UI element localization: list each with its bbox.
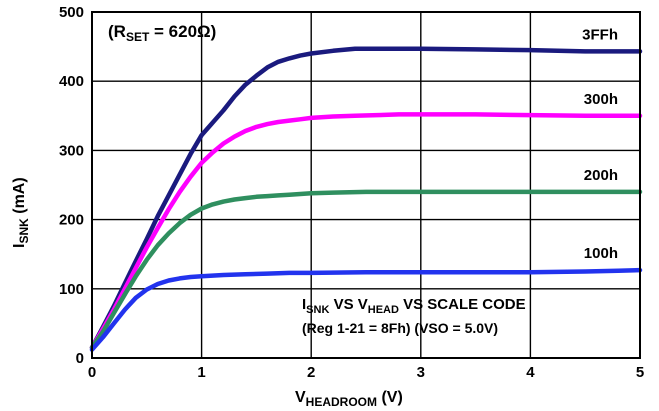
y-axis-label: ISNK (mA) [11,177,31,248]
annotation-i: I [302,296,306,313]
y-tick-label: 200 [59,212,84,229]
y-tick-label: 0 [76,350,84,367]
series-line-3ffh [89,46,643,350]
x-tick-label: 2 [307,364,315,381]
x-tick-label: 5 [636,364,644,381]
x-axis-label-tail: (V) [377,389,403,406]
x-axis-label-main: V [295,389,306,406]
y-tick-label: 500 [59,4,84,21]
series-layer [89,46,643,352]
x-axis-label: VHEADROOM (V) [295,389,403,409]
annotation-isub: SNK [306,304,329,316]
y-tick-label: 100 [59,281,84,298]
x-axis-label-sub: HEADROOM [306,395,377,409]
rset-label-tail: = 620Ω) [149,22,216,41]
series-label-100h: 100h [584,245,618,262]
tick-labels: 0 1 2 3 4 5 0 100 200 300 400 500 [59,4,644,381]
series-label-200h: 200h [584,167,618,184]
series-label-3ffh: 3FFh [582,26,618,43]
y-tick-label: 400 [59,73,84,90]
x-tick-label: 0 [88,364,96,381]
series-line-300h [89,112,643,350]
annotation-rest: VS SCALE CODE [399,296,526,313]
series-labels: 3FFh 300h 200h 100h [582,26,618,262]
y-axis-label-sub: SNK [17,218,31,244]
x-tick-label: 3 [417,364,425,381]
annotation-line1: ISNK VS VHEAD VS SCALE CODE [302,296,526,316]
y-axis-label-tail: (mA) [11,177,28,218]
series-label-300h: 300h [584,91,618,108]
rset-label: (RSET = 620Ω) [108,22,216,44]
y-tick-label: 300 [59,142,84,159]
rset-label-sub: SET [126,30,150,44]
annotation-vs: VS V [329,296,367,313]
series-line-200h [89,189,643,350]
annotation-vsub: HEAD [368,304,399,316]
x-tick-label: 4 [526,364,535,381]
x-tick-label: 1 [197,364,205,381]
rset-label-open: (R [108,22,126,41]
y-axis-label-main: I [11,244,28,248]
plot-frame [91,11,641,359]
series-line-100h [89,267,643,352]
annotation-line2: (Reg 1-21 = 8Fh) (VSO = 5.0V) [302,320,498,336]
